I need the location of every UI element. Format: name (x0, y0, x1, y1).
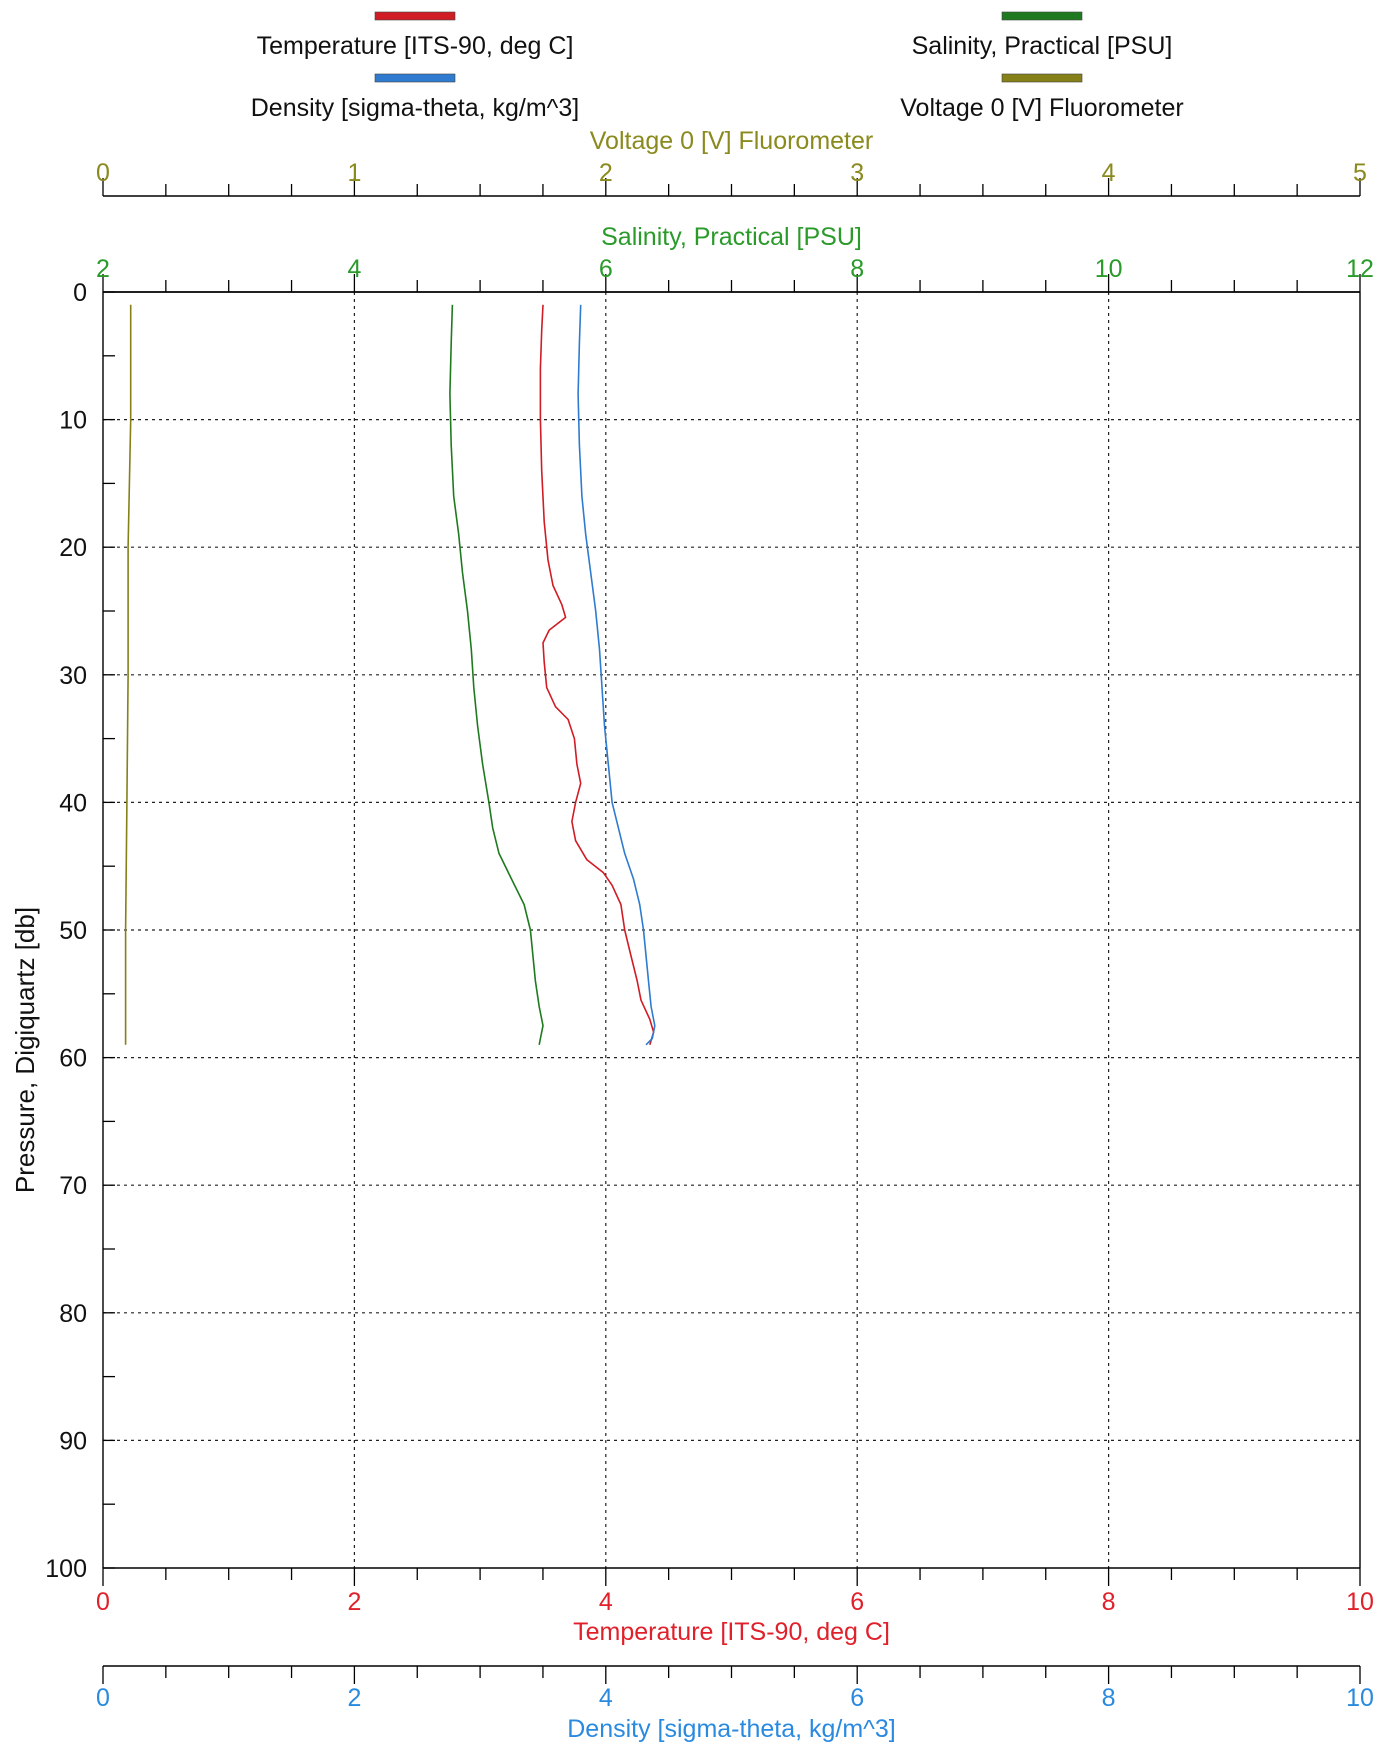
density-tick-label: 8 (1102, 1684, 1116, 1712)
temperature-tick-label: 0 (96, 1588, 110, 1616)
y-tick-label: 20 (59, 534, 87, 562)
voltage-tick-label: 0 (96, 159, 110, 187)
density-tick-label: 10 (1346, 1684, 1374, 1712)
voltage-tick-label: 2 (599, 159, 613, 187)
salinity-series-line (449, 304, 544, 1045)
grid (103, 292, 1360, 1568)
y-tick-label: 40 (59, 789, 87, 817)
voltage-axis-title: Voltage 0 [V] Fluorometer (590, 127, 873, 155)
temperature-series-line (539, 304, 655, 1046)
y-axis-title: Pressure, Digiquartz [db] (10, 907, 40, 1193)
legend: Temperature [ITS-90, deg C] Salinity, Pra… (251, 11, 1184, 122)
density-tick-label: 4 (599, 1684, 613, 1712)
voltage-tick-label: 1 (347, 159, 361, 187)
density-series-line (577, 304, 656, 1046)
legend-swatch (374, 73, 456, 83)
salinity-axis-title: Salinity, Practical [PSU] (601, 223, 862, 251)
legend-swatch (374, 11, 456, 21)
density-tick-label: 2 (347, 1684, 361, 1712)
salinity-tick-label: 6 (599, 255, 613, 283)
y-tick-label: 10 (59, 407, 87, 435)
y-tick-label: 90 (59, 1427, 87, 1455)
y-tick-label: 80 (59, 1300, 87, 1328)
legend-label: Temperature [ITS-90, deg C] (257, 32, 574, 60)
temperature-tick-label: 8 (1102, 1588, 1116, 1616)
y-tick-label: 70 (59, 1172, 87, 1200)
voltage-tick-label: 3 (850, 159, 864, 187)
y-tick-label: 60 (59, 1045, 87, 1073)
temperature-axis-title: Temperature [ITS-90, deg C] (573, 1618, 890, 1646)
salinity-tick-label: 10 (1095, 255, 1123, 283)
legend-label: Density [sigma-theta, kg/m^3] (251, 94, 580, 122)
legend-swatch (1001, 73, 1083, 83)
voltage-tick-label: 4 (1102, 159, 1116, 187)
temperature-tick-label: 6 (850, 1588, 864, 1616)
legend-swatch (1001, 11, 1083, 21)
salinity-tick-label: 2 (96, 255, 110, 283)
density-tick-label: 6 (850, 1684, 864, 1712)
y-tick-label: 0 (73, 279, 87, 307)
voltage-tick-label: 5 (1353, 159, 1367, 187)
temperature-tick-label: 4 (599, 1588, 613, 1616)
voltage-series-line (124, 304, 132, 1045)
temperature-tick-label: 2 (347, 1588, 361, 1616)
y-tick-label: 50 (59, 917, 87, 945)
salinity-tick-label: 8 (850, 255, 864, 283)
y-tick-label: 100 (45, 1555, 87, 1583)
y-tick-label: 30 (59, 662, 87, 690)
series-lines (124, 304, 656, 1046)
density-tick-label: 0 (96, 1684, 110, 1712)
density-axis-title: Density [sigma-theta, kg/m^3] (567, 1715, 896, 1743)
temperature-tick-label: 10 (1346, 1588, 1374, 1616)
legend-label: Voltage 0 [V] Fluorometer (900, 94, 1183, 122)
salinity-tick-label: 4 (347, 255, 361, 283)
legend-label: Salinity, Practical [PSU] (912, 32, 1173, 60)
salinity-tick-label: 12 (1346, 255, 1374, 283)
